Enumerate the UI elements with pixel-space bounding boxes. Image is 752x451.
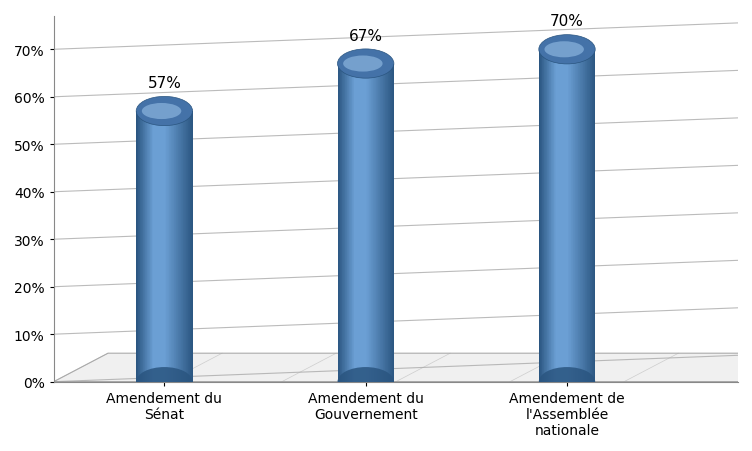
Ellipse shape bbox=[343, 56, 383, 73]
Text: 70%: 70% bbox=[550, 14, 584, 29]
Ellipse shape bbox=[544, 42, 584, 58]
Ellipse shape bbox=[539, 367, 595, 396]
Polygon shape bbox=[53, 354, 752, 382]
Ellipse shape bbox=[539, 36, 595, 65]
Ellipse shape bbox=[136, 367, 193, 396]
Ellipse shape bbox=[338, 367, 394, 396]
Ellipse shape bbox=[136, 97, 193, 126]
Ellipse shape bbox=[142, 104, 181, 120]
Text: 57%: 57% bbox=[147, 76, 181, 91]
Ellipse shape bbox=[338, 50, 394, 79]
Text: 67%: 67% bbox=[349, 29, 383, 44]
